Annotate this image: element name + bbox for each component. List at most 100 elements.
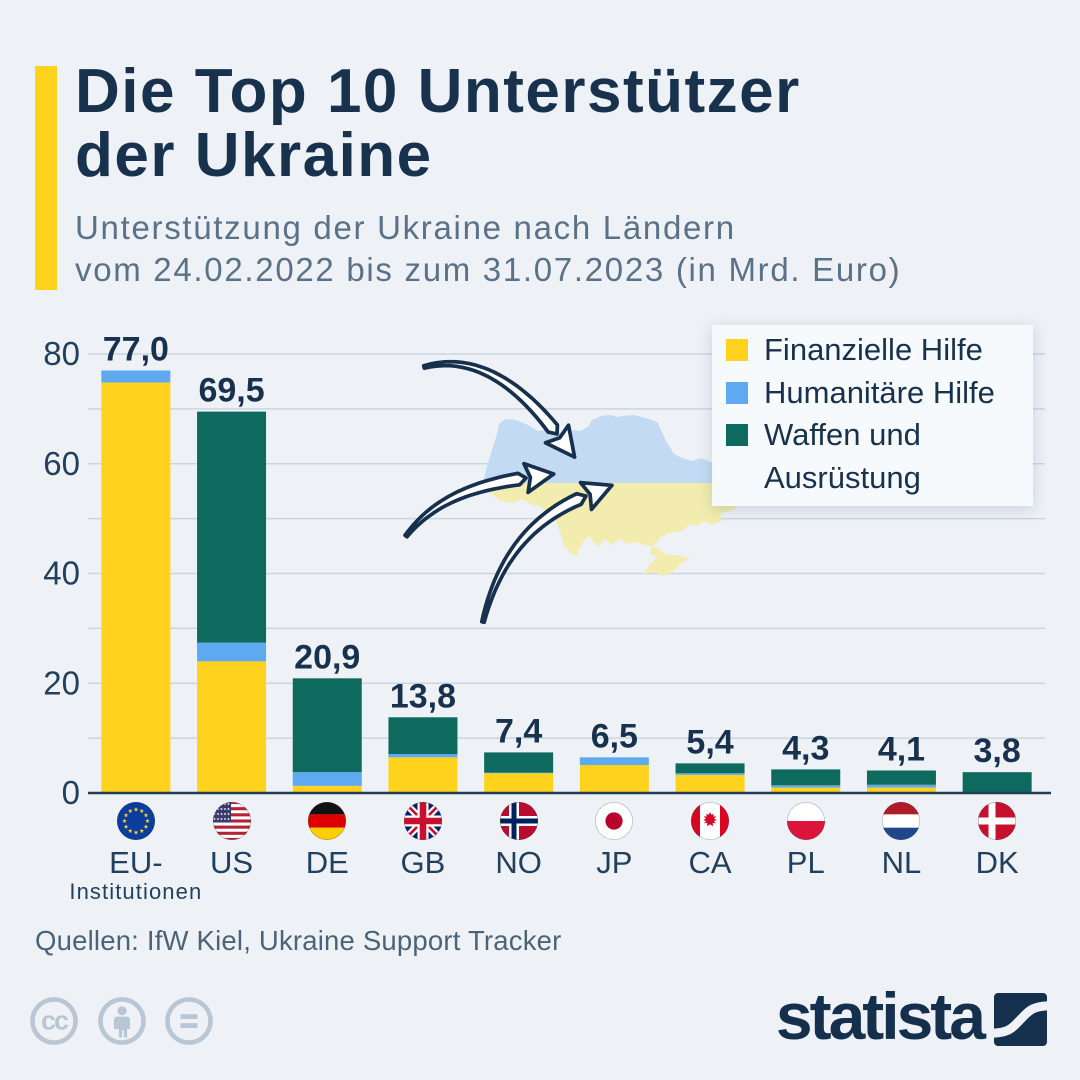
country-code-label: PL xyxy=(786,845,825,880)
bar-segment[interactable] xyxy=(771,785,841,788)
country-code-label: NO xyxy=(495,845,542,880)
bar-segment[interactable] xyxy=(292,678,362,773)
flag-art xyxy=(308,802,347,840)
bar-segment[interactable] xyxy=(484,752,554,773)
bar-segment[interactable] xyxy=(866,787,936,793)
bar-DE[interactable] xyxy=(292,678,362,793)
bar-value-label: 13,8 xyxy=(390,677,456,715)
bar-PL[interactable] xyxy=(771,769,841,793)
legend-swatch-icon xyxy=(726,424,748,446)
bar-value-label: 77,0 xyxy=(103,330,169,368)
by-icon xyxy=(98,997,146,1045)
legend-label: Finanzielle Hilfe xyxy=(764,332,983,367)
flag-eu-icon xyxy=(116,801,155,841)
bar-segment[interactable] xyxy=(197,661,267,793)
bar-segment[interactable] xyxy=(484,772,554,774)
flag-art xyxy=(691,802,730,840)
page-subtitle: Unterstützung der Ukraine nach Ländern v… xyxy=(75,209,902,288)
y-axis-tick-label: 80 xyxy=(43,335,80,372)
bar-segment[interactable] xyxy=(675,774,745,793)
legend-item[interactable]: Humanitäre Hilfe xyxy=(726,372,1019,415)
country-slot-de: DE xyxy=(279,801,375,880)
page-title: Die Top 10 Unterstützer der Ukraine xyxy=(75,57,801,190)
cc-letters: cc xyxy=(41,1006,69,1036)
cc-license-badge[interactable]: cc xyxy=(28,995,214,1047)
bar-segment[interactable] xyxy=(292,785,362,793)
y-axis-tick-label: 40 xyxy=(43,555,80,592)
legend-label: Humanitäre Hilfe xyxy=(764,374,995,410)
flag-art xyxy=(403,802,442,840)
flag-nl-icon xyxy=(882,801,921,841)
cc-icon xyxy=(30,997,78,1045)
bar-segment[interactable] xyxy=(771,787,841,793)
bar-value-label: 6,5 xyxy=(591,717,638,755)
country-code-label: JP xyxy=(596,845,633,880)
country-slot-pl: PL xyxy=(758,801,854,880)
country-code-label: CA xyxy=(688,845,732,880)
country-sub-label: Institutionen xyxy=(69,879,203,904)
bar-NL[interactable] xyxy=(866,770,936,793)
bar-segment[interactable] xyxy=(388,717,458,755)
flag-dk-icon xyxy=(978,801,1017,841)
bar-segment[interactable] xyxy=(579,757,649,766)
bar-segment[interactable] xyxy=(771,769,841,786)
bar-value-label: 4,3 xyxy=(782,729,829,767)
flag-art xyxy=(595,802,634,840)
country-slot-eu: EU- Institutionen xyxy=(69,801,201,903)
bar-DK[interactable] xyxy=(962,772,1032,793)
statista-logo-text: statista xyxy=(775,979,986,1053)
bar-GB[interactable] xyxy=(388,717,458,793)
bar-segment[interactable] xyxy=(388,754,458,758)
legend-swatch-icon xyxy=(726,381,748,404)
bar-JP[interactable] xyxy=(579,757,649,793)
country-code-label: DK xyxy=(975,845,1019,880)
country-code-label: GB xyxy=(400,845,446,880)
country-code-label: DE xyxy=(305,845,349,880)
bar-segment[interactable] xyxy=(962,772,1032,793)
source-line: Quellen: IfW Kiel, Ukraine Support Track… xyxy=(35,925,562,956)
bar-segment[interactable] xyxy=(675,763,745,774)
y-axis-tick-label: 20 xyxy=(43,664,80,701)
legend-item[interactable]: Waffen und Ausrüstung xyxy=(726,414,1019,499)
bar-NO[interactable] xyxy=(484,752,554,793)
nd-icon xyxy=(165,997,213,1045)
bar-value-label: 4,1 xyxy=(878,731,925,769)
bar-segment[interactable] xyxy=(101,382,171,793)
bar-segment[interactable] xyxy=(675,773,745,775)
bar-segment[interactable] xyxy=(197,642,267,662)
bar-segment[interactable] xyxy=(579,765,649,793)
flag-ca-icon xyxy=(691,801,730,841)
bar-US[interactable] xyxy=(197,411,267,793)
bar-segment[interactable] xyxy=(101,370,171,383)
country-code-label: NL xyxy=(881,845,922,880)
country-slot-ca: CA xyxy=(662,801,758,880)
bar-value-label: 5,4 xyxy=(686,723,733,761)
flag-art xyxy=(499,802,538,840)
legend-item[interactable]: Finanzielle Hilfe xyxy=(726,329,1019,372)
flag-art xyxy=(116,802,155,840)
bar-segment[interactable] xyxy=(197,411,267,643)
bar-segment[interactable] xyxy=(388,757,458,793)
flag-no-icon xyxy=(499,801,538,841)
flag-art xyxy=(212,802,251,840)
bar-EU-Institutionen[interactable] xyxy=(101,370,171,793)
bar-CA[interactable] xyxy=(675,763,745,793)
country-slot-nl: NL xyxy=(853,801,949,880)
bar-value-label: 69,5 xyxy=(198,372,264,410)
bar-segment[interactable] xyxy=(866,784,936,788)
accent-bar xyxy=(35,66,57,290)
country-slot-gb: GB xyxy=(375,801,471,880)
country-code-label: EU- xyxy=(109,845,163,880)
y-axis-tick-label: 60 xyxy=(43,445,80,482)
country-slot-no: NO xyxy=(471,801,567,880)
attribution-person-body xyxy=(114,1016,130,1038)
country-slot-jp: JP xyxy=(566,801,662,880)
flag-gb-icon xyxy=(403,801,442,841)
bar-segment[interactable] xyxy=(292,772,362,786)
flag-art xyxy=(882,802,921,840)
bar-segment[interactable] xyxy=(484,773,554,793)
flag-pl-icon xyxy=(786,801,825,841)
attribution-person-head xyxy=(117,1006,127,1016)
bar-segment[interactable] xyxy=(866,770,936,785)
